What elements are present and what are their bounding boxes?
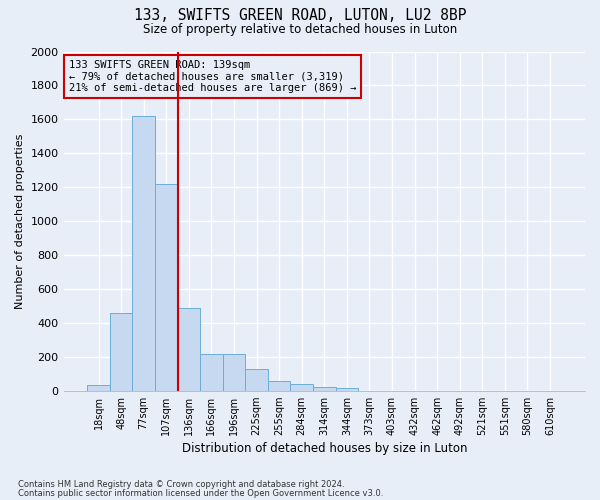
Bar [110, 312, 133, 390]
Text: 133 SWIFTS GREEN ROAD: 139sqm
← 79% of detached houses are smaller (3,319)
21% o: 133 SWIFTS GREEN ROAD: 139sqm ← 79% of d… [69, 60, 356, 93]
Bar [87, 385, 110, 390]
Text: Contains public sector information licensed under the Open Government Licence v3: Contains public sector information licen… [18, 488, 383, 498]
Bar [223, 354, 245, 391]
Bar [133, 116, 155, 390]
Text: 133, SWIFTS GREEN ROAD, LUTON, LU2 8BP: 133, SWIFTS GREEN ROAD, LUTON, LU2 8BP [134, 8, 466, 22]
Bar [245, 368, 268, 390]
Bar [290, 384, 313, 390]
Bar [268, 382, 290, 390]
Bar [155, 184, 178, 390]
Text: Size of property relative to detached houses in Luton: Size of property relative to detached ho… [143, 22, 457, 36]
Y-axis label: Number of detached properties: Number of detached properties [15, 134, 25, 309]
X-axis label: Distribution of detached houses by size in Luton: Distribution of detached houses by size … [182, 442, 467, 455]
Bar [200, 354, 223, 391]
Bar [335, 388, 358, 390]
Bar [313, 387, 335, 390]
Bar [178, 308, 200, 390]
Text: Contains HM Land Registry data © Crown copyright and database right 2024.: Contains HM Land Registry data © Crown c… [18, 480, 344, 489]
